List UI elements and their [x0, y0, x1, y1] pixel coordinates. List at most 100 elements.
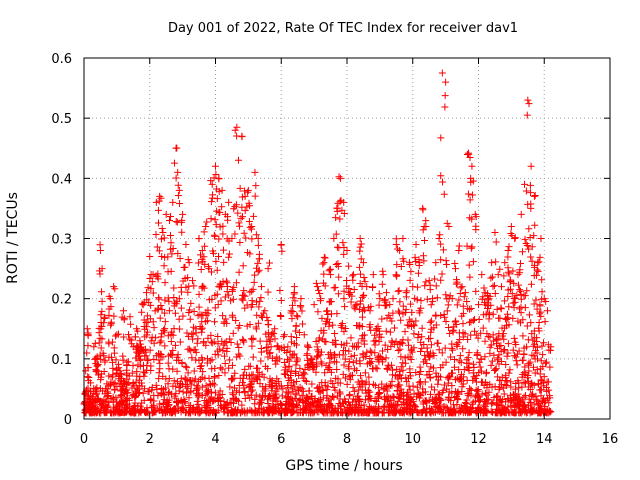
data-point — [87, 388, 95, 396]
data-point — [203, 218, 211, 226]
data-point — [425, 370, 433, 378]
data-point — [92, 354, 100, 362]
data-point — [453, 278, 461, 286]
data-point — [460, 293, 468, 301]
data-point — [348, 409, 356, 417]
data-point — [345, 284, 353, 292]
data-point — [338, 320, 346, 328]
data-point — [212, 170, 220, 178]
data-point — [113, 331, 121, 339]
data-point — [438, 270, 446, 278]
data-point — [241, 408, 249, 416]
data-point — [518, 248, 526, 256]
data-point — [506, 409, 514, 417]
data-point — [505, 270, 513, 278]
data-point — [483, 368, 491, 376]
data-point — [218, 186, 226, 194]
data-point — [177, 283, 185, 291]
data-point — [155, 247, 163, 255]
data-points — [80, 69, 555, 417]
data-point — [171, 392, 179, 400]
data-point — [133, 384, 141, 392]
data-point — [382, 354, 390, 362]
data-point — [241, 387, 249, 395]
data-point — [127, 320, 135, 328]
data-point — [253, 298, 261, 306]
data-point — [420, 257, 428, 265]
data-point — [487, 274, 495, 282]
data-point — [542, 409, 550, 417]
data-point — [105, 305, 113, 313]
data-point — [415, 259, 423, 267]
data-point — [298, 391, 306, 399]
data-point — [197, 265, 205, 273]
data-point — [289, 308, 297, 316]
data-point — [220, 258, 228, 266]
data-point — [211, 364, 219, 372]
data-point — [510, 279, 518, 287]
data-point — [536, 310, 544, 318]
data-point — [266, 350, 274, 358]
data-point — [415, 307, 423, 315]
data-point — [101, 408, 109, 416]
data-point — [512, 357, 520, 365]
data-point — [356, 360, 364, 368]
data-point — [243, 203, 251, 211]
data-point — [478, 271, 486, 279]
data-point — [359, 259, 367, 267]
data-point — [336, 215, 344, 223]
data-point — [366, 347, 374, 355]
data-point — [528, 330, 536, 338]
data-point — [416, 363, 424, 371]
data-point — [413, 296, 421, 304]
data-point — [510, 334, 518, 342]
data-point — [526, 233, 534, 241]
data-point — [221, 359, 229, 367]
data-point — [350, 343, 358, 351]
data-point — [226, 335, 234, 343]
data-point — [341, 355, 349, 363]
data-point — [156, 314, 164, 322]
data-point — [536, 302, 544, 310]
data-point — [107, 353, 115, 361]
data-point — [297, 303, 305, 311]
data-point — [177, 304, 185, 312]
data-point — [268, 329, 276, 337]
data-point — [349, 384, 357, 392]
data-point — [509, 314, 517, 322]
data-point — [389, 295, 397, 303]
data-point — [98, 403, 106, 411]
data-point — [488, 273, 496, 281]
data-point — [184, 369, 192, 377]
data-point — [528, 243, 536, 251]
data-point — [357, 255, 365, 263]
y-tick-label: 0.5 — [51, 112, 72, 127]
data-point — [252, 231, 260, 239]
data-point — [526, 181, 534, 189]
data-point — [535, 318, 543, 326]
data-point — [208, 295, 216, 303]
data-point — [326, 401, 334, 409]
data-point — [427, 325, 435, 333]
data-point — [284, 390, 292, 398]
data-point — [471, 327, 479, 335]
data-point — [101, 313, 109, 321]
data-point — [521, 370, 529, 378]
data-point — [147, 397, 155, 405]
data-point — [493, 393, 501, 401]
data-point — [246, 362, 254, 370]
x-tick-label: 8 — [343, 432, 351, 447]
data-point — [450, 401, 458, 409]
data-point — [154, 405, 162, 413]
data-point — [456, 352, 464, 360]
data-point — [355, 386, 363, 394]
data-point — [477, 329, 485, 337]
data-point — [503, 382, 511, 390]
data-point — [517, 210, 525, 218]
data-point — [173, 367, 181, 375]
data-point — [264, 353, 272, 361]
data-point — [322, 320, 330, 328]
data-point — [185, 345, 193, 353]
data-point — [184, 288, 192, 296]
data-point — [152, 198, 160, 206]
